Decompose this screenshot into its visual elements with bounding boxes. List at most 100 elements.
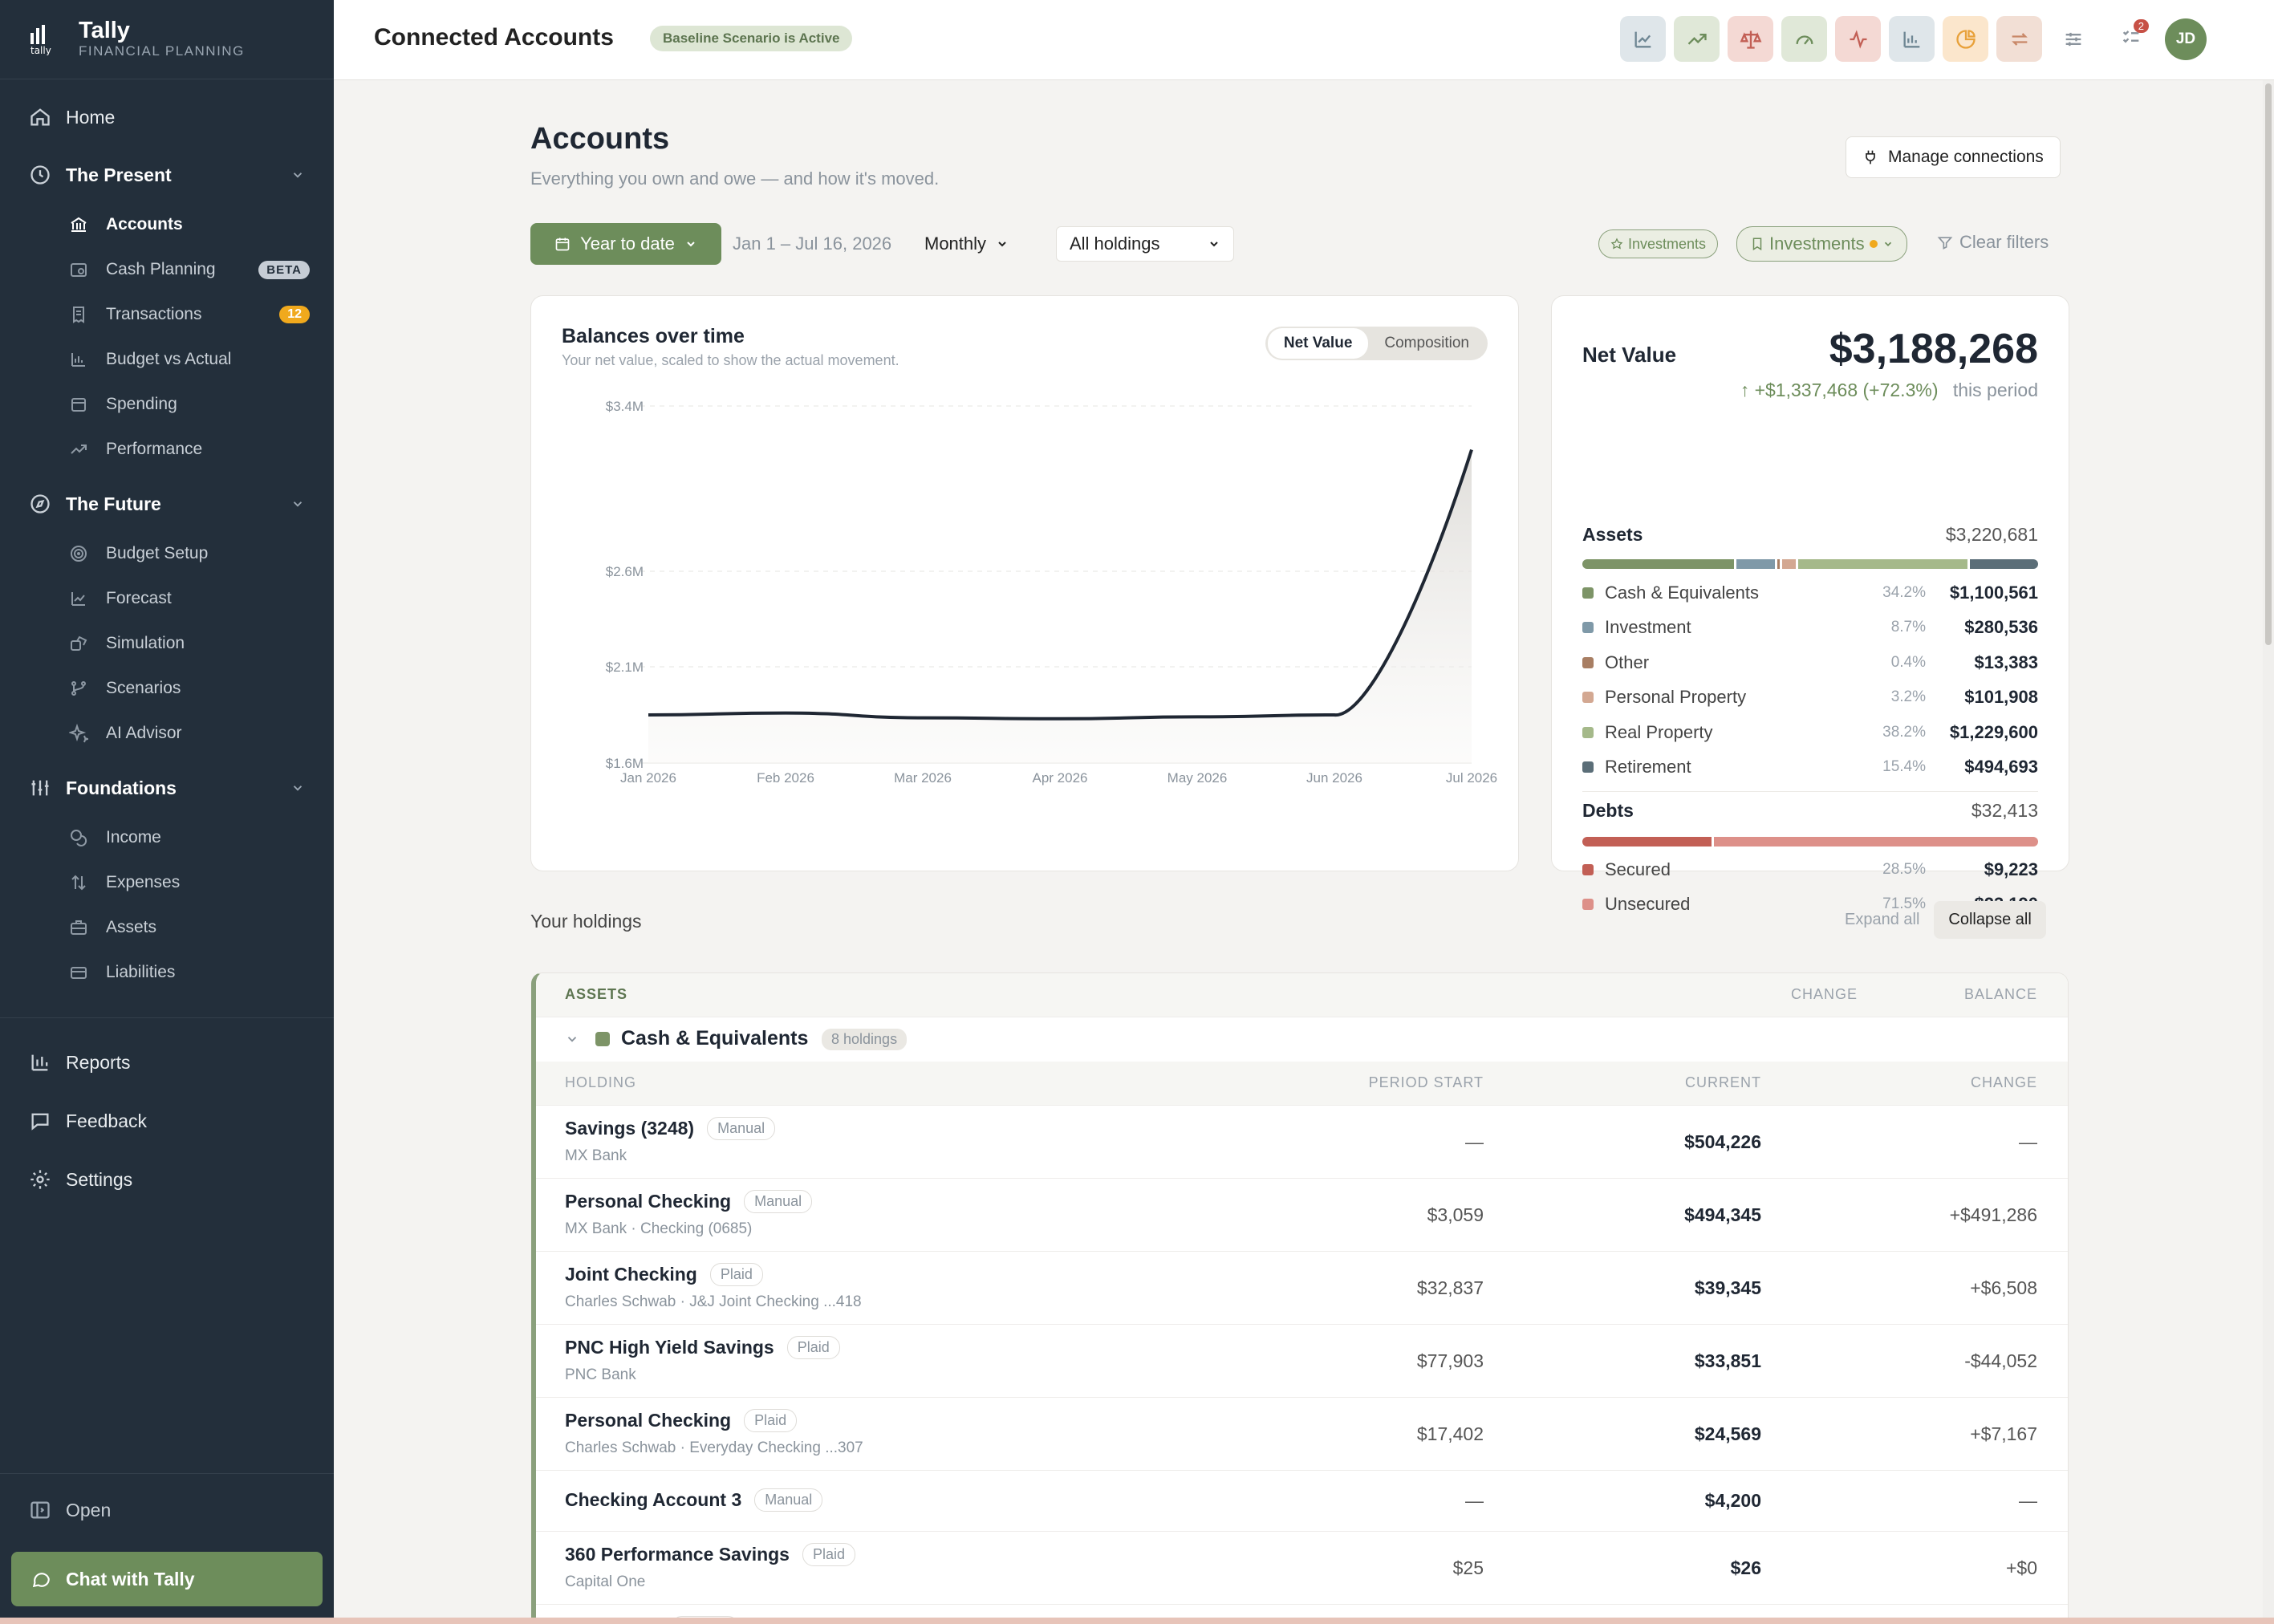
section-the-future[interactable]: The Future: [29, 493, 305, 515]
scrollbar[interactable]: [2263, 80, 2274, 1624]
tasks-button[interactable]: 2: [2120, 19, 2149, 48]
toggle-net-value[interactable]: Net Value: [1267, 328, 1369, 359]
y-tick-label: $1.6M: [606, 756, 644, 771]
table-row[interactable]: Savings (3248) Manual MX Bank — $504,226 —: [536, 1105, 2068, 1178]
section-the-present[interactable]: The Present: [29, 164, 305, 186]
manage-connections-button[interactable]: Manage connections: [1846, 136, 2061, 178]
toolbar-scale-button[interactable]: [1728, 16, 1773, 62]
section-foundations[interactable]: Foundations: [29, 777, 305, 799]
group-row-cash[interactable]: Cash & Equivalents 8 holdings: [536, 1017, 2068, 1060]
toolbar-gauge-button[interactable]: [1781, 16, 1827, 62]
breakdown-segment: [1714, 837, 2038, 847]
tag-dropdown-investments[interactable]: Investments: [1736, 226, 1907, 262]
legend-name: Other: [1605, 652, 1650, 672]
col-change: CHANGE: [1970, 1074, 2037, 1090]
nav-settings[interactable]: Settings: [29, 1168, 132, 1191]
net-value-amount: $3,188,268: [1829, 326, 2038, 372]
interval-dropdown[interactable]: Monthly: [912, 226, 1032, 262]
legend-row[interactable]: Other 0.4% $13,383: [1582, 651, 2038, 675]
source-badge: Plaid: [802, 1543, 856, 1566]
receipt-icon: [73, 307, 84, 323]
sidebar-item-transactions[interactable]: Transactions 12: [69, 305, 310, 324]
sidebar-item-spending[interactable]: Spending: [69, 395, 310, 414]
chat-with-tally-button[interactable]: Chat with Tally: [11, 1552, 323, 1606]
brand[interactable]: tally Tally FINANCIAL PLANNING: [27, 18, 245, 59]
sidebar-item-budget-vs-actual[interactable]: Budget vs Actual: [69, 350, 310, 369]
toolbar-line-chart-button[interactable]: [1620, 16, 1666, 62]
toggle-composition[interactable]: Composition: [1384, 335, 1469, 351]
arrow-up-icon: ↑: [1740, 380, 1755, 400]
table-row[interactable]: Joint Checking Plaid Charles Schwab · J&J …: [536, 1251, 2068, 1324]
holding-institution: MX Bank · Checking (0685): [565, 1220, 753, 1237]
sidebar-item-budget-setup[interactable]: Budget Setup: [69, 544, 310, 563]
toolbar-bar-chart-button[interactable]: [1889, 16, 1935, 62]
table-row[interactable]: Personal Checking Plaid Charles Schwab · E…: [536, 1397, 2068, 1470]
holding-name: PNC High Yield Savings: [565, 1337, 774, 1358]
net-value-change: ↑ +$1,337,468 (+72.3%) this period: [1740, 380, 2038, 401]
holding-name: Personal Checking: [565, 1410, 732, 1431]
collapse-all-button[interactable]: Collapse all: [1934, 900, 2046, 939]
change-cell: —: [2019, 1131, 2037, 1152]
period-start-cell: —: [1465, 1131, 1484, 1152]
legend-row[interactable]: Secured 28.5% $9,223: [1582, 858, 2038, 882]
toolbar-sliders-button[interactable]: [2050, 16, 2096, 62]
nav-reports[interactable]: Reports: [29, 1051, 131, 1074]
toolbar-pulse-button[interactable]: [1835, 16, 1881, 62]
legend-row[interactable]: Real Property 38.2% $1,229,600: [1582, 721, 2038, 745]
plug-icon: [1866, 150, 1875, 164]
clear-filters-button[interactable]: Clear filters: [1937, 232, 2049, 253]
table-row[interactable]: 360 Performance Savings Plaid Capital One $…: [536, 1531, 2068, 1604]
sidebar-item-accounts[interactable]: Accounts: [69, 215, 310, 234]
sidebar-item-cash-planning[interactable]: Cash Planning BETA: [69, 260, 310, 279]
breakdown-segment: [1582, 837, 1712, 847]
legend-swatch: [1582, 622, 1594, 634]
source-badge: Plaid: [709, 1263, 763, 1286]
nav-open[interactable]: Open: [29, 1499, 111, 1521]
change-cell: —: [2019, 1490, 2037, 1511]
coins-icon: [71, 830, 87, 847]
chevron-down-icon: [567, 1037, 577, 1042]
page-subtitle: Everything you own and owe — and how it'…: [530, 168, 940, 189]
chart-subtitle: Your net value, scaled to show the actua…: [562, 352, 899, 368]
sidebar-item-ai-advisor[interactable]: AI Advisor: [69, 724, 310, 743]
legend-name: Investment: [1605, 617, 1691, 638]
table-row[interactable]: Personal Checking Manual MX Bank · Checkin…: [536, 1178, 2068, 1251]
trend-icon: [71, 445, 87, 454]
x-tick-label: Jun 2026: [1306, 770, 1362, 786]
expand-all-button[interactable]: Expand all: [1845, 910, 1920, 928]
y-tick-label: $2.6M: [606, 564, 644, 579]
avatar[interactable]: JD: [2165, 18, 2207, 60]
legend-row[interactable]: Personal Property 3.2% $101,908: [1582, 685, 2038, 709]
legend-row[interactable]: Retirement 15.4% $494,693: [1582, 755, 2038, 779]
nav-home[interactable]: Home: [29, 106, 115, 128]
sidebar-item-expenses[interactable]: Expenses: [69, 873, 310, 892]
sidebar-item-liabilities[interactable]: Liabilities: [69, 963, 310, 982]
toolbar-pie-chart-button[interactable]: [1943, 16, 1988, 62]
period-dropdown[interactable]: Year to date: [530, 223, 721, 265]
sliders-icon: [31, 780, 49, 796]
scenario-badge[interactable]: Baseline Scenario is Active: [650, 26, 853, 51]
svg-text:tally: tally: [30, 45, 51, 55]
x-tick-label: Feb 2026: [757, 770, 814, 786]
nav-feedback[interactable]: Feedback: [29, 1110, 147, 1132]
chat-icon: [32, 1573, 50, 1588]
table-row[interactable]: Checking Account 3 Manual — $4,200 —: [536, 1470, 2068, 1531]
sidebar-item-simulation[interactable]: Simulation: [69, 634, 310, 653]
legend-row[interactable]: Cash & Equivalents 34.2% $1,100,561: [1582, 581, 2038, 605]
table-row[interactable]: PNC High Yield Savings Plaid PNC Bank $77,9…: [536, 1324, 2068, 1397]
sidebar-item-scenarios[interactable]: Scenarios: [69, 679, 310, 698]
sidebar-item-assets[interactable]: Assets: [69, 918, 310, 937]
toolbar-trend-button[interactable]: [1674, 16, 1720, 62]
toolbar-repeat-button[interactable]: [1996, 16, 2042, 62]
tag-filter-investments[interactable]: Investments: [1598, 229, 1719, 258]
sidebar-item-income[interactable]: Income: [69, 828, 310, 847]
sidebar-item-forecast[interactable]: Forecast: [69, 589, 310, 608]
period-start-cell: $77,903: [1416, 1350, 1484, 1371]
page-title: Accounts: [530, 122, 670, 156]
chat-label: Chat with Tally: [66, 1568, 195, 1589]
sidebar-item-performance[interactable]: Performance: [69, 440, 310, 459]
legend-amount: $9,223: [1984, 859, 2038, 879]
holdings-dropdown[interactable]: All holdings: [1056, 226, 1234, 262]
source-badge: Manual: [744, 1190, 813, 1213]
legend-row[interactable]: Investment 8.7% $280,536: [1582, 615, 2038, 639]
